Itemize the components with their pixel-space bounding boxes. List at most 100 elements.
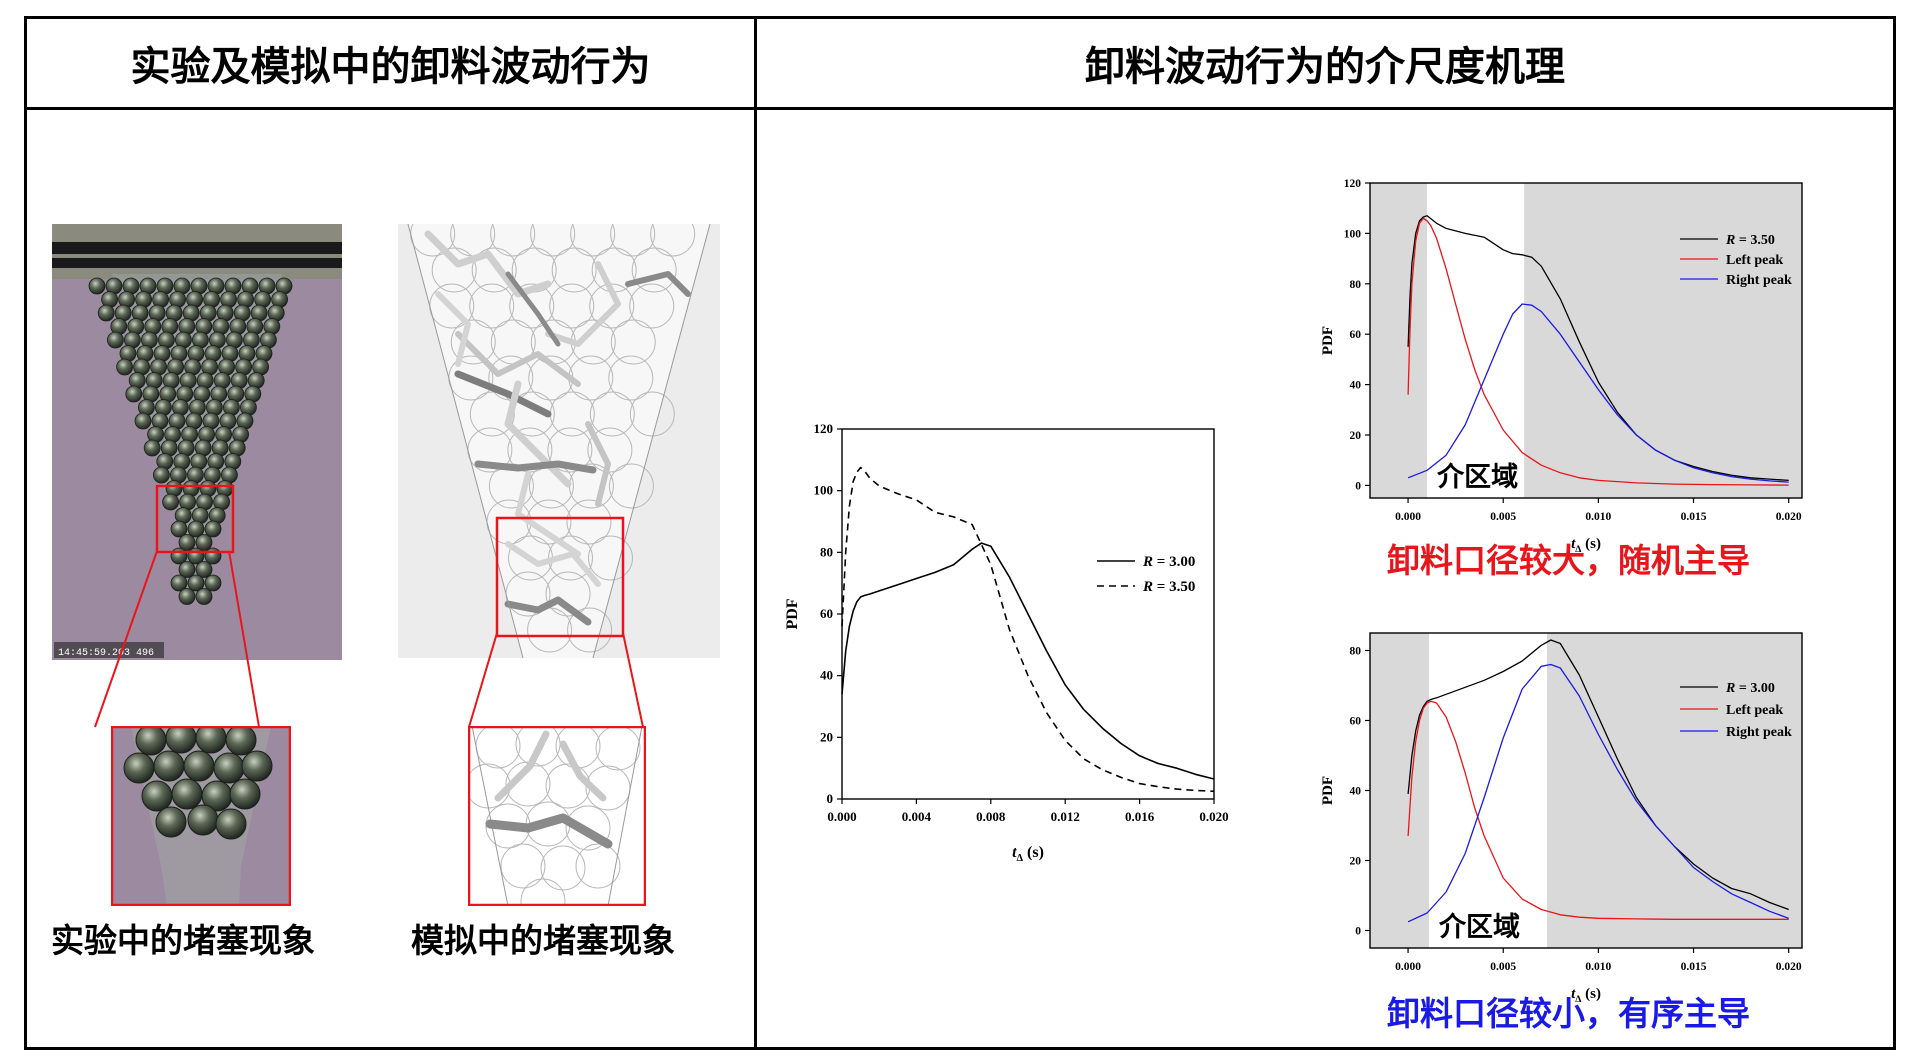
simulation-particle bbox=[610, 224, 656, 257]
experiment-photo: 14:45:59.203 496 bbox=[52, 224, 342, 660]
y-tick-label: 100 bbox=[1344, 228, 1362, 240]
force-chain bbox=[545, 261, 621, 347]
x-tick-label: 0.016 bbox=[1125, 809, 1155, 824]
y-tick-label: 40 bbox=[1350, 786, 1362, 798]
simulation-zoom bbox=[468, 726, 646, 906]
simulation-zoom-particle bbox=[520, 878, 566, 906]
experiment-particle bbox=[178, 588, 196, 605]
caption-simulation: 模拟中的堵塞现象 bbox=[411, 921, 675, 960]
experiment-particle bbox=[195, 561, 213, 578]
x-tick-label: 0.008 bbox=[976, 809, 1006, 824]
experiment-particle bbox=[204, 520, 222, 538]
simulation-particle bbox=[650, 224, 696, 257]
experiment-zoom-particle bbox=[229, 778, 261, 810]
simulation-particle bbox=[566, 499, 612, 545]
y-axis-label: PDF bbox=[1320, 326, 1336, 355]
simulation-particle bbox=[587, 427, 633, 473]
simulation-particle bbox=[471, 247, 517, 293]
simulation-particle bbox=[509, 283, 555, 329]
simulation-zoom-particle bbox=[595, 726, 641, 771]
experiment-zoom-particle bbox=[241, 750, 273, 782]
x-tick-label: 0.020 bbox=[1199, 809, 1228, 824]
sim-jam-highlight-box bbox=[495, 516, 625, 638]
experiment-particle bbox=[162, 493, 179, 511]
caption-experiment: 实验中的堵塞现象 bbox=[51, 921, 315, 960]
simulation-particle bbox=[570, 224, 616, 257]
meso-zone-label: 介区域 bbox=[1438, 912, 1520, 943]
experiment-zoom-particle bbox=[141, 780, 173, 812]
simulation-zoom-particle bbox=[500, 843, 546, 889]
y-tick-label: 60 bbox=[820, 606, 833, 621]
legend-entry: Left peak bbox=[1726, 703, 1783, 718]
x-tick-label: 0.010 bbox=[1585, 511, 1611, 523]
simulation-render bbox=[398, 224, 720, 658]
experiment-zoom-particle bbox=[153, 750, 185, 782]
simulation-zoom-particle bbox=[540, 845, 586, 891]
experiment-particle bbox=[195, 534, 213, 551]
force-chain bbox=[505, 541, 601, 587]
meso-band bbox=[1428, 633, 1547, 948]
y-tick-label: 100 bbox=[814, 483, 834, 498]
x-tick-label: 0.005 bbox=[1490, 511, 1516, 523]
legend-entry: Right peak bbox=[1726, 725, 1792, 740]
y-tick-label: 20 bbox=[1350, 856, 1362, 868]
y-tick-label: 80 bbox=[1350, 279, 1362, 291]
experiment-particle bbox=[178, 534, 196, 551]
series-line bbox=[1407, 639, 1789, 911]
simulation-particle bbox=[431, 247, 477, 293]
simulation-particle bbox=[589, 283, 635, 329]
series-line bbox=[1407, 215, 1789, 482]
series-line bbox=[1407, 700, 1789, 920]
x-axis-label: tΔ (s) bbox=[1571, 536, 1601, 554]
x-tick-label: 0.000 bbox=[1395, 961, 1421, 973]
series-line bbox=[841, 542, 1215, 780]
simulation-particle bbox=[608, 463, 654, 509]
simulation-particle bbox=[450, 319, 496, 365]
experiment-zoom bbox=[111, 726, 291, 906]
experiment-particle bbox=[125, 385, 143, 403]
y-axis-label: PDF bbox=[784, 598, 801, 629]
experiment-particle bbox=[178, 561, 196, 578]
zoom-connector-experiment bbox=[94, 550, 260, 728]
simulation-particle bbox=[610, 319, 656, 365]
simulation-particle bbox=[549, 283, 595, 329]
x-axis-label: tΔ (s) bbox=[1012, 844, 1044, 864]
legend-entry: Right peak bbox=[1726, 273, 1792, 288]
experiment-particle bbox=[143, 439, 161, 457]
x-tick-label: 0.004 bbox=[902, 809, 932, 824]
legend-entry: R = 3.50 bbox=[1142, 579, 1195, 595]
x-tick-label: 0.020 bbox=[1776, 511, 1802, 523]
simulation-particle bbox=[545, 571, 591, 617]
x-tick-label: 0.005 bbox=[1490, 961, 1516, 973]
legend-entry: R = 3.50 bbox=[1725, 233, 1775, 248]
force-chain bbox=[454, 370, 552, 418]
caption-small-outlet: 卸料口径较小，有序主导 bbox=[1387, 994, 1750, 1033]
experiment-zoom-particle bbox=[215, 808, 247, 840]
y-tick-label: 60 bbox=[1350, 716, 1362, 728]
experiment-particle bbox=[187, 574, 205, 592]
panel-divider bbox=[754, 19, 757, 1047]
figure-frame: 实验及模拟中的卸料波动行为 卸料波动行为的介尺度机理 14:45:59.203 … bbox=[24, 16, 1896, 1050]
photo-timestamp: 14:45:59.203 496 bbox=[58, 648, 154, 659]
simulation-particle bbox=[530, 224, 576, 257]
force-chain bbox=[505, 271, 561, 347]
plot-frame bbox=[841, 428, 1215, 800]
x-tick-label: 0.010 bbox=[1585, 961, 1611, 973]
force-chain bbox=[585, 421, 611, 507]
plot-frame bbox=[1369, 182, 1803, 499]
chart-top-pdf: 0.000 0.005 0.010 0.015 0.020 0 20 40 60 80 100 120… bbox=[1320, 178, 1803, 554]
force-chain bbox=[515, 471, 581, 557]
x-tick-label: 0.000 bbox=[1395, 511, 1421, 523]
legend-entry: R = 3.00 bbox=[1142, 554, 1195, 570]
x-tick-label: 0.015 bbox=[1681, 961, 1707, 973]
force-chain bbox=[424, 230, 552, 298]
force-chain bbox=[435, 291, 471, 367]
right-panel-title: 卸料波动行为的介尺度机理 bbox=[1085, 44, 1565, 90]
simulation-zoom-particle bbox=[505, 761, 551, 807]
y-tick-label: 120 bbox=[814, 421, 834, 436]
chart-main-pdf: 0.000 0.004 0.008 0.012 0.016 0.020 0 20 40 60 80 1… bbox=[784, 421, 1229, 864]
y-tick-label: 60 bbox=[1350, 329, 1362, 341]
series-line bbox=[841, 466, 1215, 793]
simulation-particle bbox=[589, 391, 635, 437]
experiment-particle bbox=[153, 466, 170, 484]
